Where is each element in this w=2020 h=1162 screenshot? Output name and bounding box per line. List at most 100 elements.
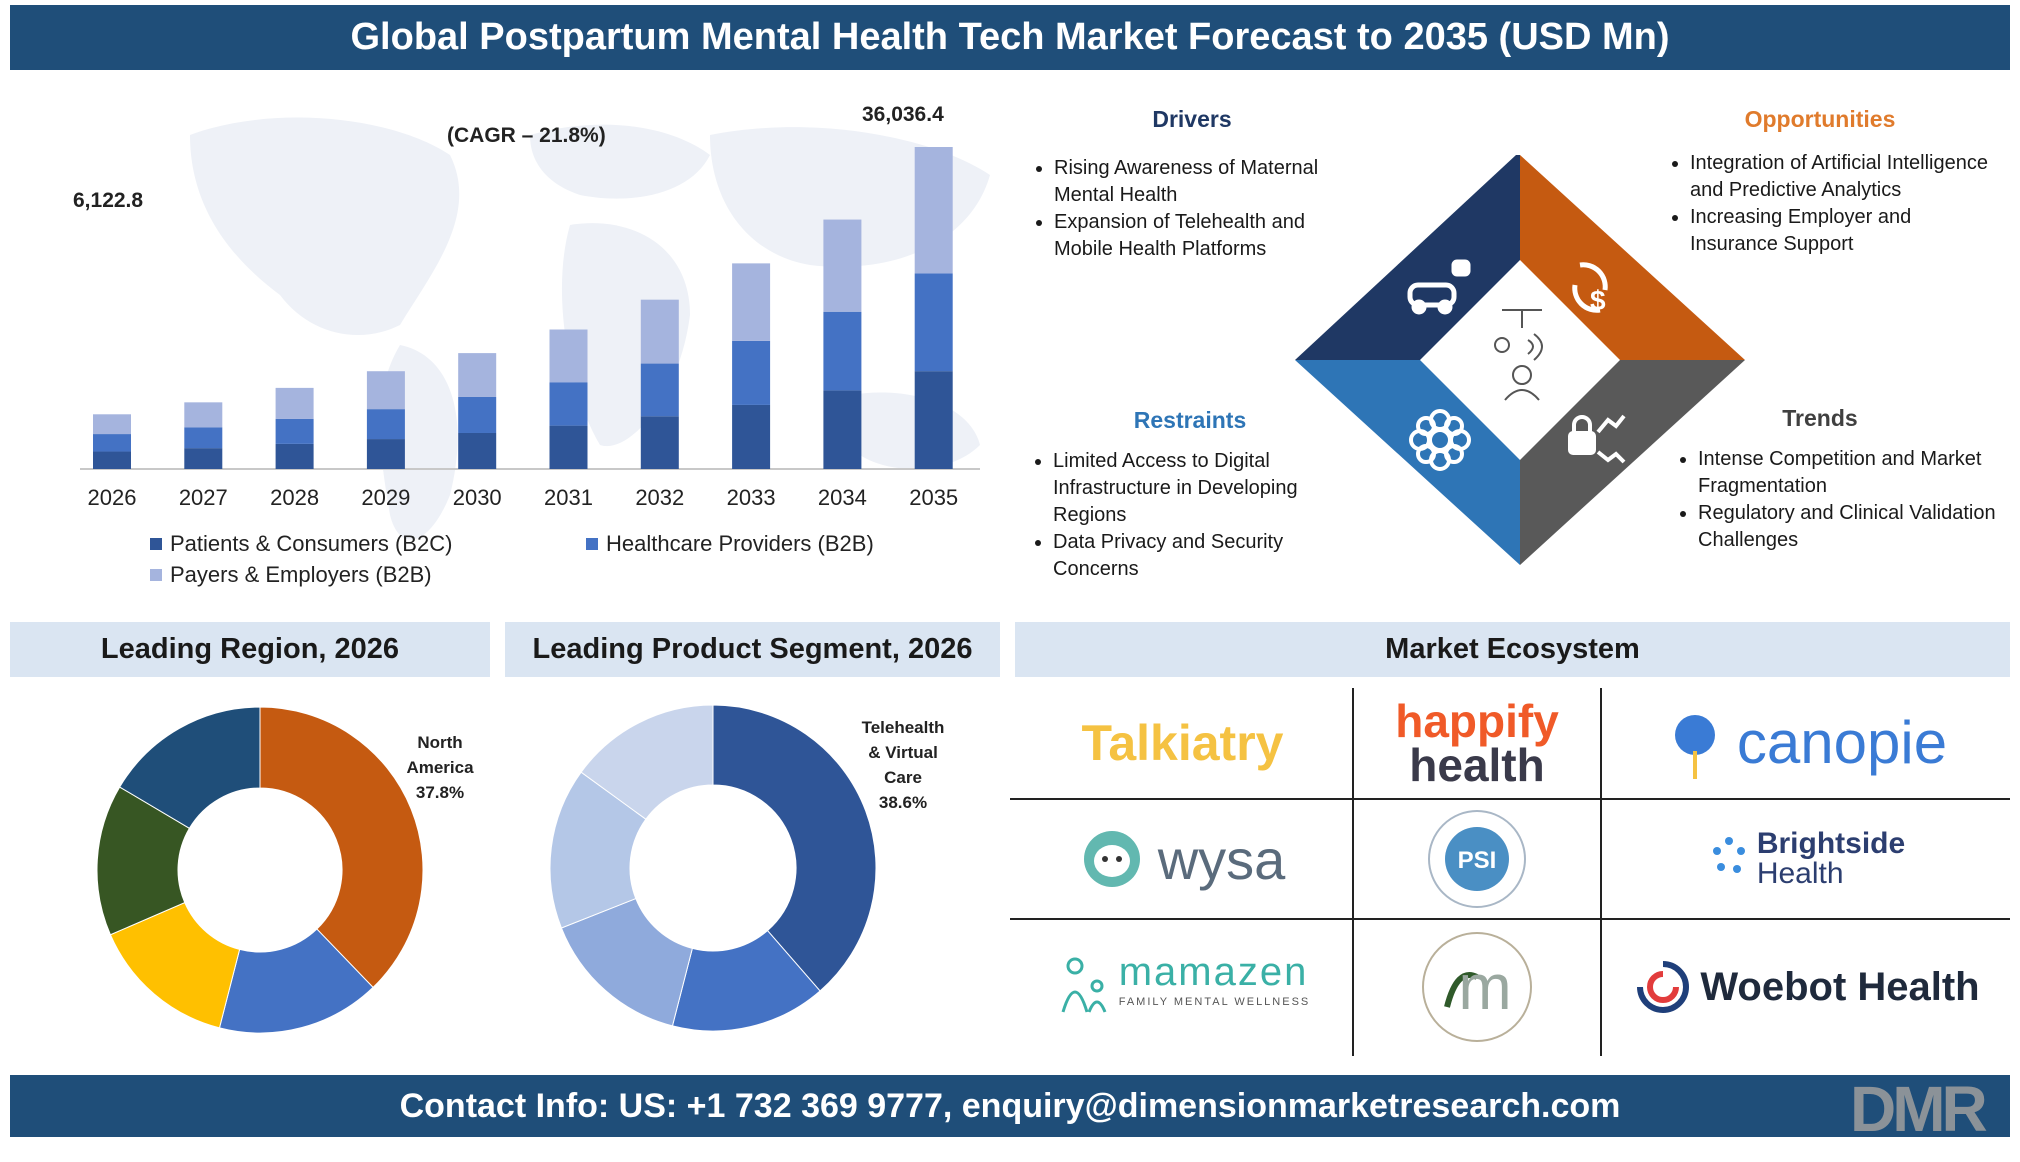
wysa-text: wysa: [1157, 827, 1286, 891]
canopie-tree-icon: [1674, 714, 1715, 779]
mamazen-logo: mamazen FAMILY MENTAL WELLNESS: [1015, 922, 1350, 1052]
brightside-health-logo: Brightside Health: [1604, 802, 2010, 916]
donut-segment-slice-4: [580, 704, 714, 820]
segment-callout-line1: Telehealth: [861, 718, 945, 737]
legend-label-providers: Healthcare Providers (B2B): [606, 531, 874, 556]
segment-donut-chart: [549, 704, 877, 1032]
region-callout: North America 37.8%: [390, 730, 490, 805]
svg-text:$: $: [1590, 285, 1606, 316]
ecosystem-divider-h1: [1010, 798, 2010, 800]
legend-item-providers: Healthcare Providers (B2B): [586, 531, 874, 557]
brightside-health-text: Health: [1756, 857, 1844, 890]
lock-trend-icon: [1568, 414, 1626, 464]
bar-segment-2032-s2: [640, 299, 679, 364]
bar-segment-2032-s0: [640, 416, 679, 469]
trends-item: Regulatory and Clinical Validation Chall…: [1698, 500, 1998, 554]
page-title: Global Postpartum Mental Health Tech Mar…: [350, 16, 1670, 58]
mindful-mama-seal-icon: m: [1422, 932, 1532, 1042]
restraints-quadrant: [1295, 360, 1520, 565]
footer-bar: Contact Info: US: +1 732 369 9777, enqui…: [10, 1075, 2010, 1137]
brightside-text: Brightside: [1756, 827, 1906, 860]
bar-segment-2033-s2: [732, 263, 771, 341]
gear-flower-icon: [1409, 409, 1471, 471]
bar-segment-2031-s2: [549, 329, 588, 383]
mamazen-family-icon: [1061, 957, 1107, 1013]
bar-segment-2028-s0: [275, 443, 314, 469]
trends-list: Intense Competition and Market Fragmenta…: [1670, 446, 1998, 554]
bar-segment-2027-s1: [184, 427, 223, 449]
bar-segment-2035-s2: [914, 147, 953, 274]
section-header-ecosystem: Market Ecosystem: [1015, 622, 2010, 677]
presenter-icon: [1494, 309, 1543, 401]
center-diamond: [1420, 260, 1620, 460]
bar-segment-2030-s2: [458, 353, 497, 397]
legend-swatch-payers: [150, 569, 162, 581]
x-tick-label-2035: 2035: [909, 485, 958, 510]
donut-segment-slice-0: [712, 704, 877, 992]
opportunities-item: Integration of Artificial Intelligence a…: [1690, 150, 2000, 204]
cagr-label: (CAGR – 21.8%): [447, 124, 606, 147]
drivers-list: Rising Awareness of Maternal Mental Heal…: [1026, 155, 1364, 263]
woebot-swirl-icon: [1637, 961, 1690, 1013]
section-header-region: Leading Region, 2026: [10, 622, 490, 677]
brightside-burst-icon: [1712, 837, 1745, 873]
mindful-mama-logo: m: [1356, 922, 1598, 1052]
restraints-item: Limited Access to Digital Infrastructure…: [1053, 448, 1363, 529]
segment-callout-value: 38.6%: [878, 793, 928, 812]
woebot-text: Woebot Health: [1700, 964, 1980, 1009]
health-text: health: [1409, 738, 1545, 791]
bar-segment-2033-s0: [732, 404, 771, 469]
segment-callout-line3: Care: [884, 768, 922, 787]
market-dynamics-diamond: $: [1295, 155, 1745, 565]
segment-callout: Telehealth & Virtual Care 38.6%: [848, 715, 958, 815]
x-tick-label-2033: 2033: [727, 485, 776, 510]
opportunities-title: Opportunities: [1744, 106, 1896, 132]
mamazen-tagline: FAMILY MENTAL WELLNESS: [1118, 996, 1311, 1008]
x-tick-label-2026: 2026: [88, 485, 137, 510]
x-tick-label-2028: 2028: [270, 485, 319, 510]
happify-text: happify: [1395, 694, 1559, 747]
bar-segment-2029-s1: [366, 409, 405, 440]
bar-segment-2035-s0: [914, 371, 953, 469]
drivers-title: Drivers: [1152, 106, 1232, 132]
x-tick-label-2034: 2034: [818, 485, 867, 510]
section-header-segment: Leading Product Segment, 2026: [505, 622, 1000, 677]
ecosystem-divider-h2: [1010, 918, 2010, 920]
psi-mark-text: PSI: [1458, 847, 1497, 874]
bar-segment-2028-s1: [275, 418, 314, 444]
opportunities-list: Integration of Artificial Intelligence a…: [1662, 150, 2000, 258]
bar-segment-2030-s0: [458, 432, 497, 469]
bar-segment-2030-s1: [458, 396, 497, 433]
restraints-title: Restraints: [1133, 407, 1247, 433]
canopie-text: canopie: [1736, 709, 1948, 776]
bar-segment-2026-s2: [93, 414, 131, 435]
title-bar: Global Postpartum Mental Health Tech Mar…: [10, 5, 2010, 70]
region-donut-chart: [96, 706, 424, 1034]
wysa-logo: wysa: [1015, 802, 1350, 916]
bar-segment-2029-s2: [366, 371, 405, 410]
region-callout-line2: America: [406, 758, 474, 777]
section-header-region-label: Leading Region, 2026: [100, 633, 400, 665]
woebot-health-logo: Woebot Health: [1604, 922, 2010, 1052]
x-tick-label-2032: 2032: [635, 485, 684, 510]
trends-quadrant: [1520, 360, 1745, 565]
stacked-bar-chart: 2026 2027 2028 2029 2030 2031 2032 2033 2034 2035…: [73, 103, 980, 510]
contact-info: Contact Info: US: +1 732 369 9777, enqui…: [399, 1086, 1621, 1125]
section-header-segment-label: Leading Product Segment, 2026: [532, 633, 973, 665]
drivers-quadrant: [1295, 155, 1520, 360]
talkiatry-logo: Talkiatry: [1015, 690, 1350, 795]
last-total-label: 36,036.4: [862, 103, 944, 126]
ecosystem-divider-v2: [1600, 688, 1602, 1056]
bar-segment-2034-s1: [823, 311, 862, 391]
car-robot-icon: [1407, 259, 1471, 315]
dmr-logo: DMR: [1850, 1073, 1988, 1145]
x-tick-label-2029: 2029: [361, 485, 410, 510]
canopie-logo: canopie: [1604, 690, 2010, 795]
restraints-list: Limited Access to Digital Infrastructure…: [1025, 448, 1363, 583]
bar-segment-2031-s1: [549, 382, 588, 426]
ecosystem-divider-v1: [1352, 688, 1354, 1056]
talkiatry-text: Talkiatry: [1081, 714, 1284, 771]
bar-segment-2026-s1: [93, 434, 131, 452]
psi-seal-icon: PSI: [1428, 810, 1526, 908]
bar-segment-2034-s2: [823, 219, 862, 312]
